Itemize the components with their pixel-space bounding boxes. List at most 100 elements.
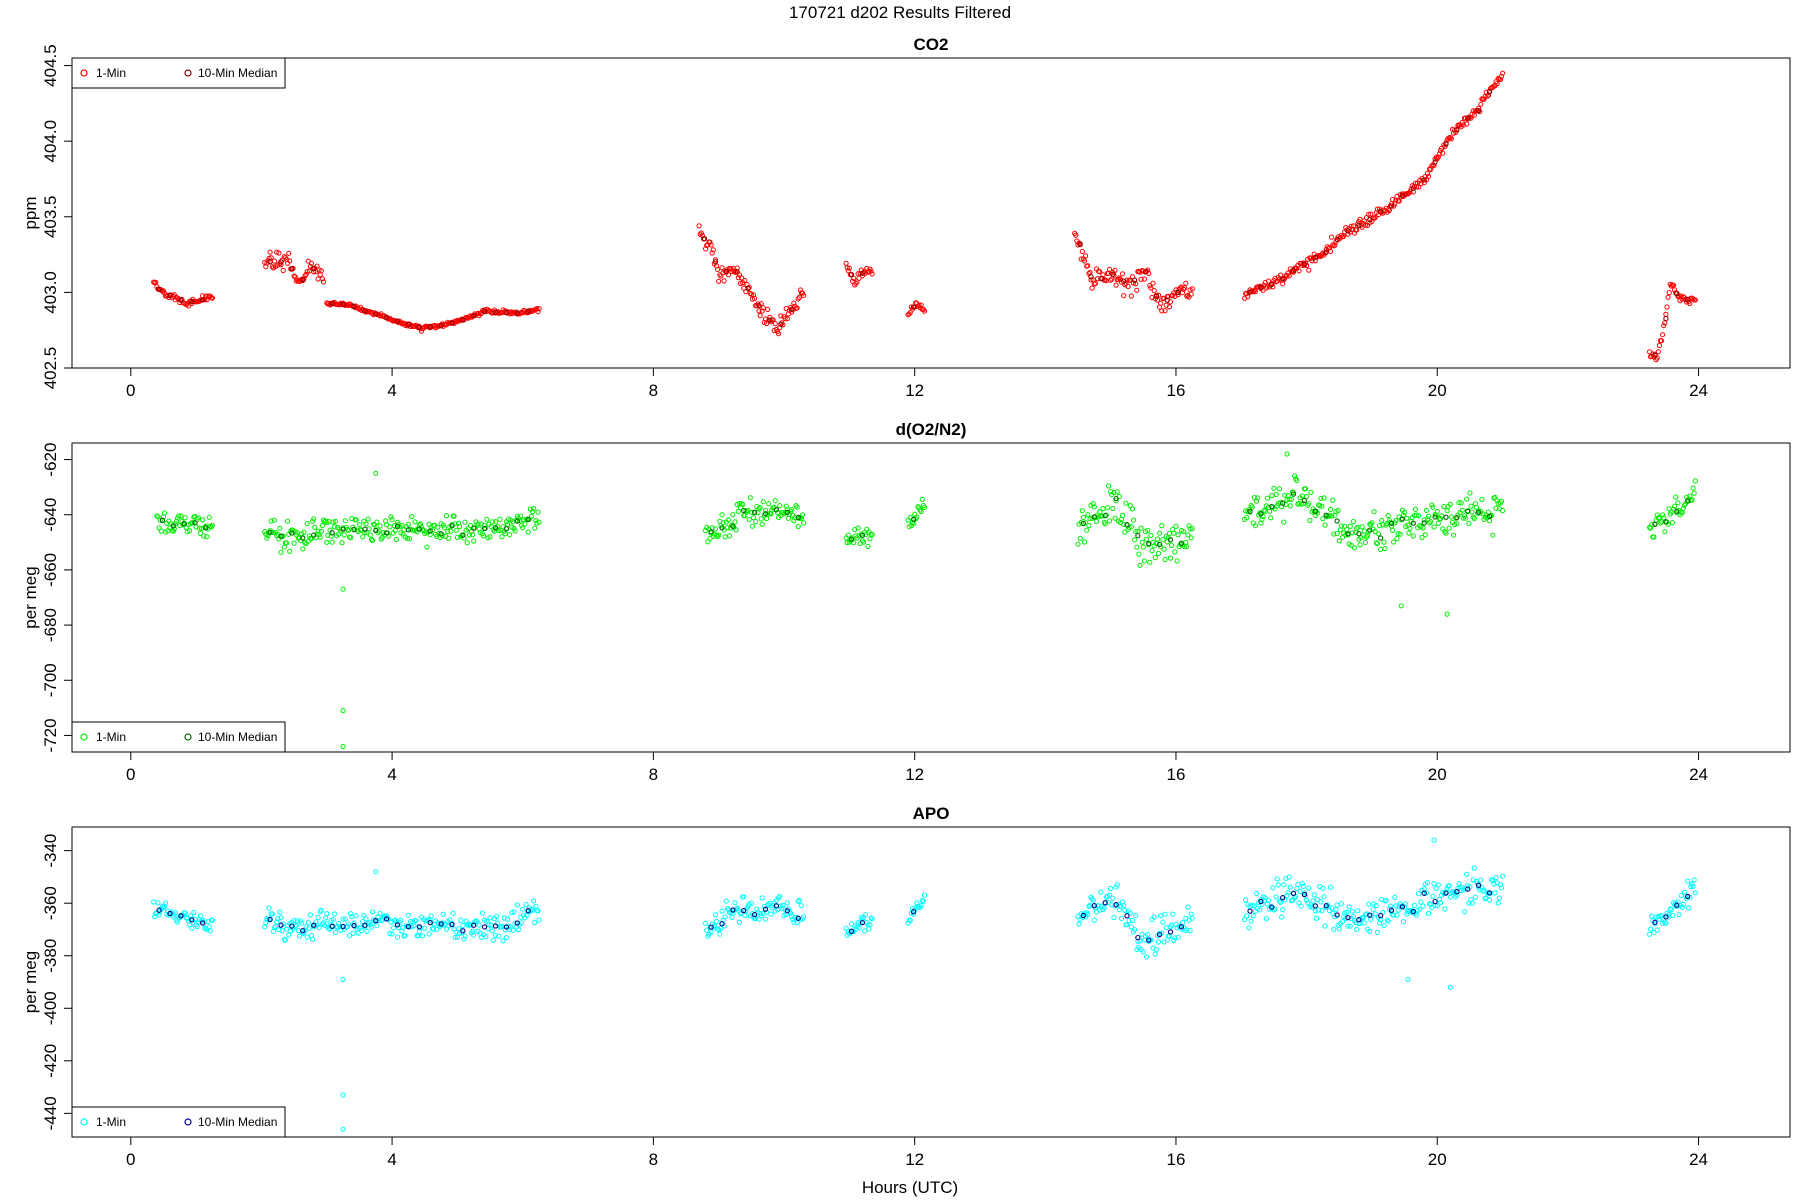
data-point: [758, 516, 764, 522]
data-point: [1079, 508, 1085, 514]
data-point: [1307, 517, 1313, 524]
data-point: [1073, 232, 1079, 238]
data-point: [776, 331, 782, 337]
data-point: [364, 928, 370, 935]
data-point: [409, 514, 415, 520]
data-point: [1692, 478, 1698, 484]
data-point: [1185, 532, 1191, 538]
data-point: [801, 292, 807, 298]
outlier-point: [340, 1092, 346, 1098]
data-point: [497, 516, 503, 523]
data-point: [798, 903, 805, 909]
median-point: [1088, 274, 1094, 280]
data-point: [1262, 895, 1268, 901]
median-point: [481, 525, 488, 532]
outlier-point: [340, 743, 346, 750]
data-point: [1265, 897, 1272, 904]
data-point: [1089, 285, 1095, 291]
data-point: [1313, 915, 1320, 922]
data-point: [784, 900, 790, 906]
data-point: [1454, 521, 1460, 527]
data-point: [1649, 522, 1655, 528]
data-point: [1080, 514, 1087, 520]
median-point: [1345, 228, 1351, 234]
data-point: [1188, 291, 1194, 297]
data-point: [283, 540, 290, 546]
data-point: [1463, 515, 1469, 521]
data-point: [1155, 550, 1162, 557]
median-point: [1388, 203, 1395, 209]
data-point: [362, 530, 368, 536]
median-point: [708, 924, 714, 930]
data-point: [1680, 505, 1686, 511]
median-point: [1167, 537, 1174, 543]
data-point: [455, 520, 462, 526]
data-point: [1186, 523, 1192, 529]
median-point: [167, 910, 173, 917]
data-point: [746, 284, 752, 290]
data-point: [1171, 937, 1177, 944]
data-point: [304, 934, 310, 940]
data-point: [1464, 496, 1470, 502]
legend-marker-median: [184, 69, 192, 77]
data-point: [703, 920, 709, 926]
data-point: [1335, 507, 1341, 514]
data-point: [1299, 881, 1305, 887]
data-point: [1486, 897, 1493, 903]
data-point: [1175, 532, 1181, 538]
median-point: [1247, 289, 1253, 295]
data-point: [1656, 342, 1663, 349]
data-point: [1281, 519, 1287, 525]
median-point: [778, 321, 784, 327]
median-point: [514, 920, 520, 926]
data-point: [721, 278, 727, 284]
data-point: [760, 499, 766, 505]
data-point: [1320, 885, 1326, 891]
median-point: [1156, 541, 1163, 548]
median-point: [460, 532, 466, 538]
median-point: [438, 921, 444, 927]
median-point: [1290, 890, 1297, 896]
median-point: [514, 518, 520, 524]
data-point: [448, 528, 454, 534]
data-point: [1318, 899, 1324, 905]
data-point: [1090, 501, 1096, 507]
median-point: [751, 911, 758, 918]
data-point: [1257, 510, 1263, 516]
median-point: [383, 530, 390, 536]
data-point: [1097, 269, 1103, 275]
data-point: [921, 892, 928, 898]
data-point: [200, 517, 206, 523]
data-point: [1480, 888, 1486, 894]
data-point: [1317, 503, 1323, 509]
data-point: [331, 524, 337, 530]
data-point: [1246, 925, 1252, 931]
data-point: [443, 926, 450, 932]
data-point: [1410, 533, 1416, 539]
data-point: [350, 930, 356, 937]
data-point: [185, 303, 192, 309]
data-point: [1486, 518, 1493, 524]
data-point: [1419, 534, 1425, 541]
data-point: [476, 922, 482, 928]
data-point: [1309, 904, 1315, 910]
data-point: [1110, 895, 1116, 901]
data-point: [408, 526, 414, 533]
data-point: [1138, 525, 1144, 531]
data-point: [1334, 902, 1340, 908]
data-point: [1087, 516, 1093, 522]
data-point: [719, 512, 725, 518]
median-point: [859, 270, 866, 276]
data-point: [356, 522, 362, 528]
data-point: [1461, 909, 1468, 915]
data-point: [1255, 495, 1261, 501]
data-point: [921, 308, 928, 314]
data-point: [1661, 515, 1667, 521]
data-point: [411, 923, 417, 929]
median-point: [1663, 914, 1669, 920]
data-point: [1330, 242, 1336, 248]
data-point: [1306, 267, 1312, 273]
data-point: [1688, 883, 1694, 890]
data-point: [788, 910, 794, 916]
median-point: [1685, 296, 1691, 303]
